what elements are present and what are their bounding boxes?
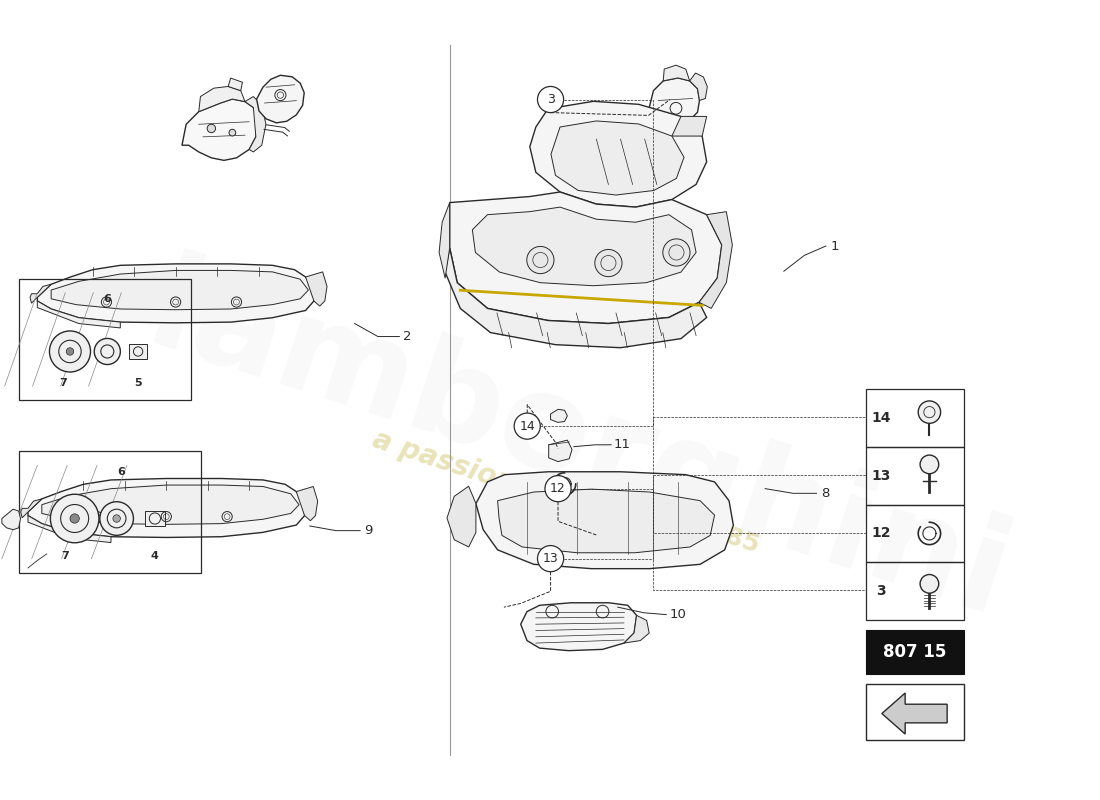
Text: a passion for parts: a passion for parts <box>368 425 658 543</box>
Polygon shape <box>182 99 257 160</box>
Polygon shape <box>37 301 120 328</box>
Bar <box>866 446 964 505</box>
Text: 6: 6 <box>103 294 111 304</box>
Text: 9: 9 <box>364 524 372 537</box>
Polygon shape <box>28 478 305 538</box>
Circle shape <box>595 250 621 277</box>
Polygon shape <box>551 121 684 195</box>
Circle shape <box>229 130 235 136</box>
Polygon shape <box>476 472 734 569</box>
Text: 13: 13 <box>542 552 559 565</box>
Polygon shape <box>672 117 706 136</box>
Polygon shape <box>228 78 242 90</box>
Circle shape <box>95 338 120 365</box>
Polygon shape <box>700 212 733 309</box>
Polygon shape <box>199 86 245 112</box>
Polygon shape <box>256 75 305 123</box>
Circle shape <box>920 455 938 474</box>
Polygon shape <box>530 102 706 207</box>
Text: 1: 1 <box>830 239 839 253</box>
Polygon shape <box>42 485 299 524</box>
Bar <box>866 630 964 674</box>
Polygon shape <box>549 440 572 462</box>
Text: 12: 12 <box>550 482 565 495</box>
Polygon shape <box>649 78 700 125</box>
Text: 2: 2 <box>403 330 411 343</box>
Polygon shape <box>690 73 707 101</box>
Text: 7: 7 <box>59 378 67 388</box>
Polygon shape <box>446 248 706 348</box>
Text: 11: 11 <box>614 438 631 451</box>
Text: 6: 6 <box>118 467 125 477</box>
Polygon shape <box>450 192 722 323</box>
Text: 5: 5 <box>134 378 142 388</box>
Circle shape <box>920 574 938 593</box>
Circle shape <box>70 514 79 523</box>
Polygon shape <box>52 270 308 310</box>
Circle shape <box>663 239 690 266</box>
Text: 14: 14 <box>519 420 535 433</box>
Polygon shape <box>624 615 649 643</box>
Bar <box>129 344 147 359</box>
Polygon shape <box>2 509 21 530</box>
Bar <box>144 511 165 526</box>
Polygon shape <box>472 207 696 286</box>
Text: lamborghini: lamborghini <box>133 247 1024 646</box>
Circle shape <box>207 124 216 133</box>
Circle shape <box>527 246 554 274</box>
Bar <box>866 505 964 562</box>
Circle shape <box>544 475 571 502</box>
Text: 10: 10 <box>670 608 686 621</box>
Circle shape <box>514 413 540 439</box>
Text: 4: 4 <box>150 551 158 561</box>
Text: 3: 3 <box>547 93 554 106</box>
Circle shape <box>51 494 99 542</box>
Circle shape <box>100 502 133 535</box>
Bar <box>866 684 964 740</box>
Circle shape <box>538 86 563 113</box>
Polygon shape <box>245 97 266 152</box>
Bar <box>866 562 964 620</box>
Polygon shape <box>306 272 327 306</box>
Text: 14: 14 <box>871 410 891 425</box>
Polygon shape <box>520 602 637 650</box>
Polygon shape <box>439 202 450 278</box>
Text: 3: 3 <box>876 584 886 598</box>
Circle shape <box>538 546 563 572</box>
Circle shape <box>113 514 120 522</box>
Polygon shape <box>551 410 568 422</box>
Circle shape <box>50 331 90 372</box>
Polygon shape <box>296 486 318 521</box>
Bar <box>19 451 200 573</box>
Text: 7: 7 <box>62 551 69 561</box>
Text: 319085: 319085 <box>656 503 762 558</box>
Polygon shape <box>30 284 52 303</box>
Polygon shape <box>663 65 690 81</box>
Polygon shape <box>882 693 947 734</box>
Polygon shape <box>497 489 715 553</box>
Polygon shape <box>37 264 314 323</box>
Bar <box>19 278 191 400</box>
Bar <box>866 389 964 446</box>
Circle shape <box>918 401 940 423</box>
Text: 8: 8 <box>822 487 829 500</box>
Polygon shape <box>28 516 111 542</box>
Circle shape <box>66 348 74 355</box>
Text: 807 15: 807 15 <box>883 643 947 661</box>
Text: 12: 12 <box>871 526 891 541</box>
Polygon shape <box>21 499 42 518</box>
Text: 13: 13 <box>871 469 891 482</box>
Polygon shape <box>447 486 476 547</box>
